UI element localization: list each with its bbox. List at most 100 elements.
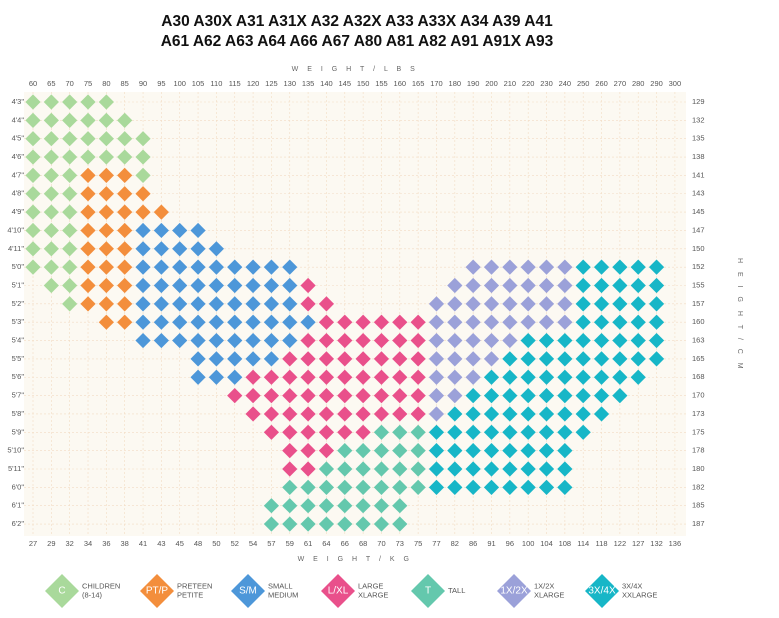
size-diamond <box>43 241 59 257</box>
size-diamond <box>520 479 536 495</box>
kg-label: 100 <box>522 539 535 548</box>
size-diamond <box>80 112 96 128</box>
size-diamond <box>153 204 169 220</box>
size-diamond <box>465 479 481 495</box>
kg-label: 104 <box>540 539 553 548</box>
size-diamond <box>502 424 518 440</box>
size-diamond <box>392 332 408 349</box>
size-diamond <box>282 369 298 385</box>
size-diamond <box>593 259 610 275</box>
size-diamond <box>447 369 463 385</box>
size-diamond <box>447 388 463 404</box>
size-diamond <box>483 388 500 404</box>
size-diamond <box>282 516 298 532</box>
kg-label: 29 <box>47 539 55 548</box>
legend-code: PT/P <box>146 586 169 597</box>
size-diamond <box>557 461 573 477</box>
size-diamond <box>520 259 536 275</box>
size-diamond <box>520 351 536 367</box>
size-diamond <box>80 241 96 257</box>
size-diamond <box>465 296 481 312</box>
cm-label: 180 <box>692 464 705 473</box>
size-diamond <box>245 259 261 275</box>
size-diamond <box>80 167 96 183</box>
size-diamond <box>62 296 78 312</box>
kg-label: 64 <box>322 539 330 548</box>
size-diamond <box>465 369 481 385</box>
size-diamond <box>98 149 114 165</box>
size-diamond <box>465 259 481 275</box>
kg-label: 75 <box>414 539 422 548</box>
cm-label: 138 <box>692 152 705 161</box>
cm-label: 175 <box>692 427 705 436</box>
lbs-label: 125 <box>265 79 278 88</box>
size-diamond <box>135 186 151 202</box>
size-diamond <box>43 277 59 294</box>
height-label: 5'10" <box>7 446 24 455</box>
size-diamond <box>25 149 41 165</box>
size-diamond <box>117 131 133 147</box>
lbs-label: 100 <box>173 79 186 88</box>
size-diamond <box>410 406 426 422</box>
size-diamond <box>538 424 555 440</box>
size-diamond <box>282 277 298 294</box>
size-diamond <box>575 332 591 349</box>
size-diamond <box>153 332 169 349</box>
size-diamond <box>318 498 335 514</box>
size-diamond <box>355 516 371 532</box>
size-diamond <box>392 443 408 459</box>
legend-label: (8-14) <box>82 590 103 599</box>
size-diamond <box>282 479 298 495</box>
size-diamond <box>428 351 445 367</box>
kg-label: 27 <box>29 539 37 548</box>
size-diamond <box>172 332 188 349</box>
kg-label: 48 <box>194 539 202 548</box>
kg-label: 54 <box>249 539 257 548</box>
size-diamond <box>502 296 518 312</box>
size-diamond <box>447 424 463 440</box>
size-diamond <box>245 388 261 404</box>
size-diamond <box>612 259 628 275</box>
size-diamond <box>300 479 316 495</box>
height-label: 5'11" <box>8 464 24 473</box>
height-label: 5'5" <box>12 354 25 363</box>
size-diamond <box>117 204 133 220</box>
size-diamond <box>575 259 591 275</box>
size-diamond <box>465 332 481 349</box>
size-diamond <box>557 406 573 422</box>
size-diamond <box>483 351 500 367</box>
size-diamond <box>208 296 224 312</box>
size-diamond <box>428 479 445 495</box>
size-diamond <box>172 222 188 239</box>
height-label: 5'8" <box>12 409 25 418</box>
legend-diamond <box>497 574 531 608</box>
size-diamond <box>483 277 500 294</box>
size-diamond <box>465 277 481 294</box>
size-diamond <box>483 461 500 477</box>
size-diamond <box>245 332 261 349</box>
size-diamond <box>208 277 224 294</box>
lbs-label: 290 <box>650 79 663 88</box>
size-diamond <box>447 277 463 294</box>
size-diamond <box>300 443 316 459</box>
cm-label: 155 <box>692 280 705 289</box>
cm-label: 145 <box>692 207 705 216</box>
height-label: 5'0" <box>12 262 25 271</box>
size-diamond <box>483 332 500 349</box>
size-diamond <box>648 296 665 312</box>
size-diamond <box>282 314 298 330</box>
size-diamond <box>190 314 206 330</box>
legend-diamond <box>140 574 174 608</box>
lbs-label: 145 <box>339 79 352 88</box>
size-diamond <box>117 167 133 183</box>
size-diamond <box>263 296 280 312</box>
size-diamond <box>630 332 646 349</box>
size-diamond <box>282 424 298 440</box>
legend-label: LARGE <box>358 581 383 590</box>
size-diamond <box>373 314 390 330</box>
size-diamond <box>98 259 114 275</box>
kg-label: 77 <box>432 539 440 548</box>
legend-label: TALL <box>448 586 465 595</box>
kg-label: 45 <box>176 539 184 548</box>
lbs-label: 250 <box>577 79 590 88</box>
